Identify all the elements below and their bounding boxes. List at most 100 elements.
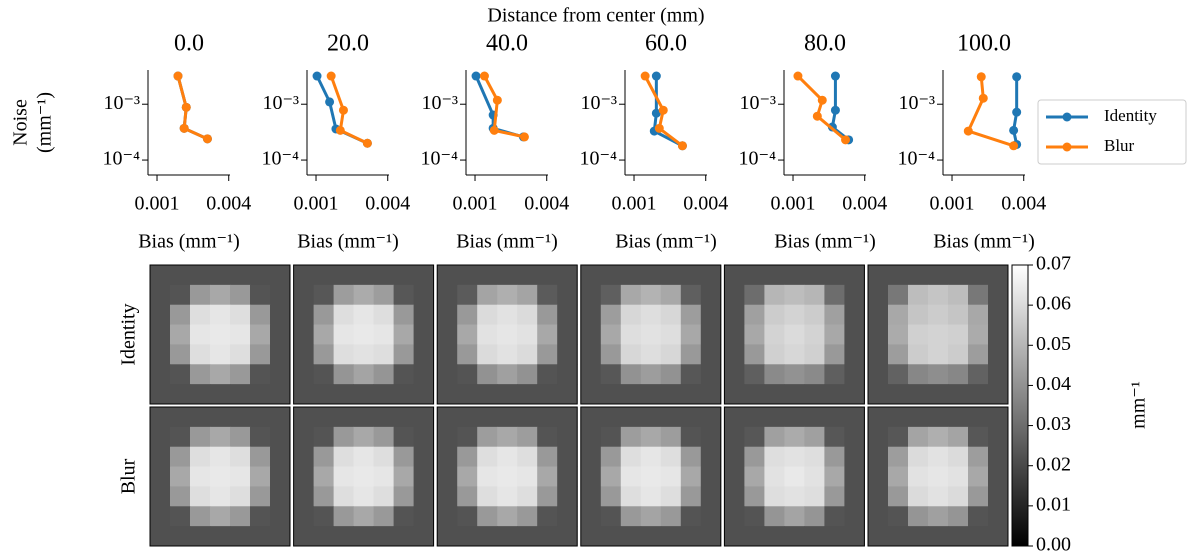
image-pixel [414,344,434,364]
image-pixel [581,447,601,467]
image-pixel [948,364,968,384]
image-pixel [888,486,908,506]
image-pixel [314,305,334,325]
image-pixel [190,407,210,427]
series-marker [1009,141,1018,150]
image-pixel [908,285,928,305]
image-pixel [374,486,394,506]
image-pixel [764,526,784,546]
image-pixel [988,447,1008,467]
image-pixel [908,427,928,447]
image-pixel [517,447,537,467]
image-pixel [641,407,661,427]
image-pixel [314,364,334,384]
image-pixel [888,506,908,526]
image-pixel [701,427,721,447]
image-pixel [150,467,170,487]
image-pixel [908,526,928,546]
y-tick-label: 10⁻⁴ [102,148,140,170]
image-pixel [804,305,824,325]
image-pixel [581,384,601,404]
image-pixel [557,486,577,506]
image-pixel [150,427,170,447]
series-marker [831,72,840,81]
image-pixel [804,467,824,487]
series-marker [977,72,986,81]
image-pixel [701,506,721,526]
image-pixel [314,384,334,404]
image-pixel [784,407,804,427]
image-pixel [437,285,457,305]
image-pixel [681,526,701,546]
image-pixel [681,305,701,325]
image-pixel [394,407,414,427]
subplot-title: 100.0 [957,31,1011,57]
image-pixel [170,364,190,384]
y-axis-label: (mm⁻¹) [34,92,56,153]
image-pixel [150,344,170,364]
image-pixel [641,447,661,467]
image-pixel [537,486,557,506]
image-pixel [477,486,497,506]
image-pixel [844,407,864,427]
image-pixel [888,325,908,345]
image-pixel [294,486,314,506]
image-pixel [868,447,888,467]
image-pixel [744,364,764,384]
image-pixel [150,506,170,526]
image-pixel [661,325,681,345]
image-pixel [230,486,250,506]
image-pixel [557,526,577,546]
series-marker [841,135,850,144]
image-pixel [557,384,577,404]
image-pixel [948,305,968,325]
image-pixel [681,265,701,285]
image-pixel [641,325,661,345]
image-pixel [354,427,374,447]
image-pixel [497,265,517,285]
image-pixel [230,447,250,467]
x-tick-label: 0.004 [206,193,251,215]
image-pixel [230,265,250,285]
image-pixel [701,486,721,506]
image-pixel [868,265,888,285]
image-pixel [170,285,190,305]
image-pixel [744,344,764,364]
image-pixel [968,486,988,506]
image-pixel [724,467,744,487]
image-pixel [928,384,948,404]
image-pixel [844,506,864,526]
image-pixel [294,506,314,526]
image-pixel [457,285,477,305]
image-pixel [477,407,497,427]
image-pixel [844,364,864,384]
image-pixel [414,384,434,404]
series-marker [964,127,973,136]
image-pixel [210,407,230,427]
y-tick-label: 10⁻⁴ [420,148,458,170]
image-pixel [908,506,928,526]
image-pixel [601,526,621,546]
image-pixel [824,486,844,506]
image-pixel [804,486,824,506]
image-pixel [601,407,621,427]
image-pixel [437,526,457,546]
image-pixel [394,344,414,364]
image-pixel [334,407,354,427]
image-pixel [414,526,434,546]
image-pixel [374,285,394,305]
colorbar-tick-label: 0.07 [1036,253,1071,275]
image-pixel [948,526,968,546]
image-pixel [968,407,988,427]
y-tick-label: 10⁻³ [898,92,935,114]
image-pixel [394,384,414,404]
image-pixel [497,467,517,487]
image-pixel [354,265,374,285]
series-marker [979,94,988,103]
image-pixel [661,526,681,546]
image-pixel [868,427,888,447]
image-pixel [928,325,948,345]
image-pixel [744,285,764,305]
series-marker [180,124,189,133]
y-tick-label: 10⁻³ [580,92,617,114]
